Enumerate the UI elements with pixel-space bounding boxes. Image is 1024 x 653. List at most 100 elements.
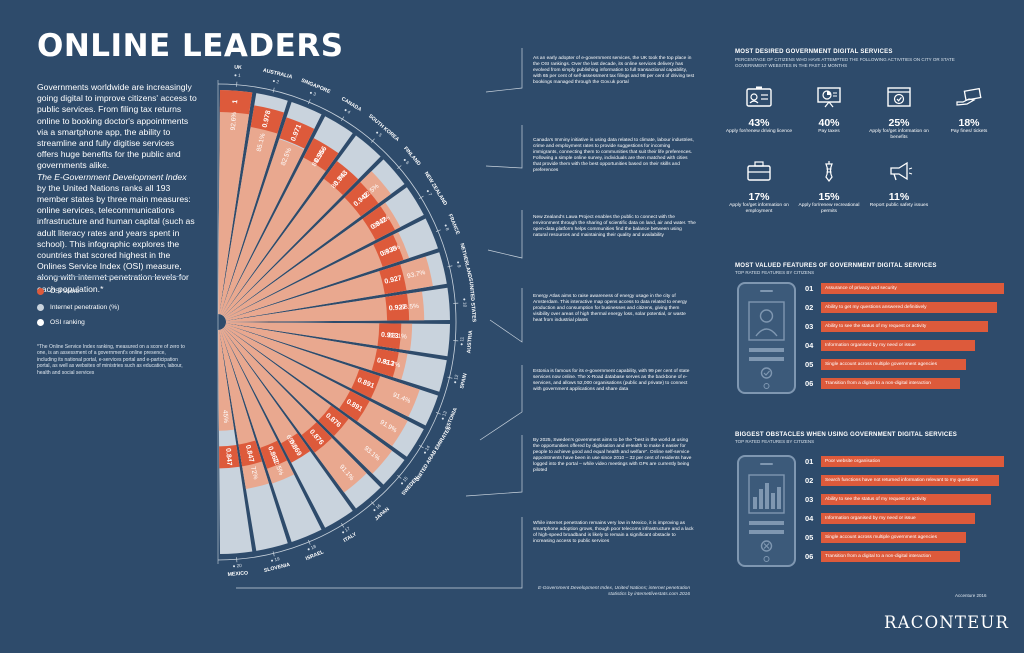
briefcase-icon <box>747 161 771 181</box>
osi-segment <box>238 440 262 467</box>
ranked-bar: 06 Transition from a digital to a non-dig… <box>805 378 960 389</box>
country-name: AUSTRIA <box>466 330 474 354</box>
internet-segment <box>218 329 235 431</box>
osi-value: 0.978 <box>262 110 273 129</box>
page-title: ONLINE LEADERS <box>37 28 344 64</box>
obstacles-subtitle: TOP RATED FEATURES BY CITIZENS <box>735 439 815 444</box>
bar-fill: Information organised by my need or issu… <box>821 513 975 524</box>
bar-fill: Ability to get my questions answered def… <box>821 302 997 313</box>
divider <box>37 276 185 277</box>
legend-item-internet: Internet penetration (%) <box>37 300 119 316</box>
hand-ticket-icon <box>956 87 982 106</box>
internet-value: 93.7% <box>407 269 427 280</box>
service-label: Apply for/renew recreational permits <box>798 203 860 214</box>
osi-segment <box>351 369 381 399</box>
legend-label: OSI ranking <box>50 319 85 327</box>
infobox-sweden: By 2025, Sweden's government aims to be … <box>533 438 692 474</box>
osi-value: 0.913 <box>376 357 395 368</box>
osi-value: 0.927 <box>389 304 407 312</box>
country-rank: ● 18 <box>306 544 317 552</box>
browser-check-icon <box>887 87 911 107</box>
osi-dot-icon <box>37 288 44 296</box>
scale-tick <box>419 195 424 199</box>
osi-segment <box>318 405 349 436</box>
user-profile-icon <box>748 290 785 389</box>
scale-tick <box>341 116 345 121</box>
ranked-bar: 01 Poor website organisation <box>805 456 1004 467</box>
internet-segment <box>222 327 367 493</box>
internet-segment <box>223 171 391 318</box>
country-name: SLOVENIA <box>263 562 290 574</box>
valued-title: MOST VALUED FEATURES OF GOVERNMENT DIGIT… <box>735 262 937 269</box>
bar-fill: Information organised by my need or issu… <box>821 340 975 351</box>
country-rank: ● 2 <box>272 78 280 85</box>
osi-segment <box>219 90 253 115</box>
internet-value: 82.2% <box>381 358 401 369</box>
bar-fill: Assurance of privacy and security <box>821 283 1004 294</box>
internet-segment <box>224 202 401 319</box>
osi-segment <box>339 390 370 422</box>
megaphone-icon <box>890 161 913 181</box>
osi-segment <box>362 206 395 241</box>
scale-tick <box>371 501 375 506</box>
internet-segment <box>225 232 410 320</box>
country-name: MEXICO <box>227 570 248 578</box>
bar-fill: Ability to see the status of my request … <box>821 494 991 505</box>
rank-number: 01 <box>805 457 814 466</box>
country-name: SPAIN <box>459 373 469 390</box>
phone-illustration <box>737 455 796 567</box>
internet-segment <box>222 161 359 317</box>
country-rank: ● 9 <box>455 260 462 268</box>
osi-segment <box>219 444 240 469</box>
bar-chart-error-icon <box>748 463 785 562</box>
intro-text: Governments worldwide are increasingly g… <box>37 82 197 295</box>
footnote: *The Online Service Index ranking, measu… <box>37 344 185 376</box>
bar-fill: Ability to see the status of my request … <box>821 321 988 332</box>
internet-segment <box>220 139 305 315</box>
internet-segment <box>218 106 250 315</box>
country-rank: ● 8 <box>443 223 450 231</box>
legend-item-osi: OSI score <box>37 284 119 300</box>
country-rank: ● 16 <box>372 503 383 513</box>
rank-dot-icon <box>37 319 44 327</box>
intro-paragraph-2: by the United Nations ranks all 193 memb… <box>37 182 195 294</box>
scale-tick <box>307 99 311 105</box>
service-label: Apply for/get information on benefits <box>869 129 929 140</box>
osi-segment <box>301 422 332 453</box>
service-item: 17% Apply for/get information on employm… <box>724 160 794 215</box>
bar-fill: Search functions have not returned infor… <box>821 475 999 486</box>
rank-number: 04 <box>805 514 814 523</box>
credit-note: Accenture 2016 <box>955 593 987 598</box>
service-label: Pay taxes <box>818 129 840 134</box>
country-rank: ● 19 <box>270 556 281 563</box>
legend: OSI score Internet penetration (%) OSI r… <box>37 284 119 331</box>
intro-paragraph: Governments worldwide are increasingly g… <box>37 82 197 171</box>
ranked-bar: 03 Ability to see the status of my reques… <box>805 321 988 332</box>
infobox-estonia: Estonia is famous for its e-government c… <box>533 369 690 393</box>
country-rank: ● 20 <box>232 563 242 569</box>
source-note: E-Government Development Index, United N… <box>538 586 690 597</box>
country-name: UK <box>234 65 242 72</box>
infobox-uk: As an early adopter of e-government serv… <box>533 56 695 86</box>
ranked-bar: 05 Single account across multiple governm… <box>805 532 966 543</box>
infobox-netherlands: Energy Atlas aims to raise awareness of … <box>533 294 688 324</box>
service-item: 25% Apply for/get information on benefit… <box>864 86 934 141</box>
ranked-bar: 06 Transition from a digital to a non-dig… <box>805 551 960 562</box>
ranked-bar: 02 Ability to get my questions answered d… <box>805 302 997 313</box>
rank-number: 06 <box>805 552 814 561</box>
osi-segment <box>344 182 379 217</box>
internet-value: 72% <box>249 466 259 480</box>
internet-segment <box>219 126 278 315</box>
osi-value: 1 <box>232 99 239 104</box>
country-name: UNITED STATES <box>468 282 477 323</box>
desired-subtitle: PERCENTAGE OF CITIZENS WHO HAVE ATTEMPTE… <box>735 57 955 68</box>
service-pct: 11% <box>888 191 910 203</box>
country-rank: ● 4 <box>343 107 352 115</box>
service-item: 15% Apply for/renew recreational permits <box>794 160 864 215</box>
internet-segment <box>221 139 338 316</box>
legend-label: OSI score <box>50 288 80 296</box>
osi-segment <box>323 161 359 195</box>
osi-segment <box>303 138 339 172</box>
id-card-icon <box>746 86 772 107</box>
